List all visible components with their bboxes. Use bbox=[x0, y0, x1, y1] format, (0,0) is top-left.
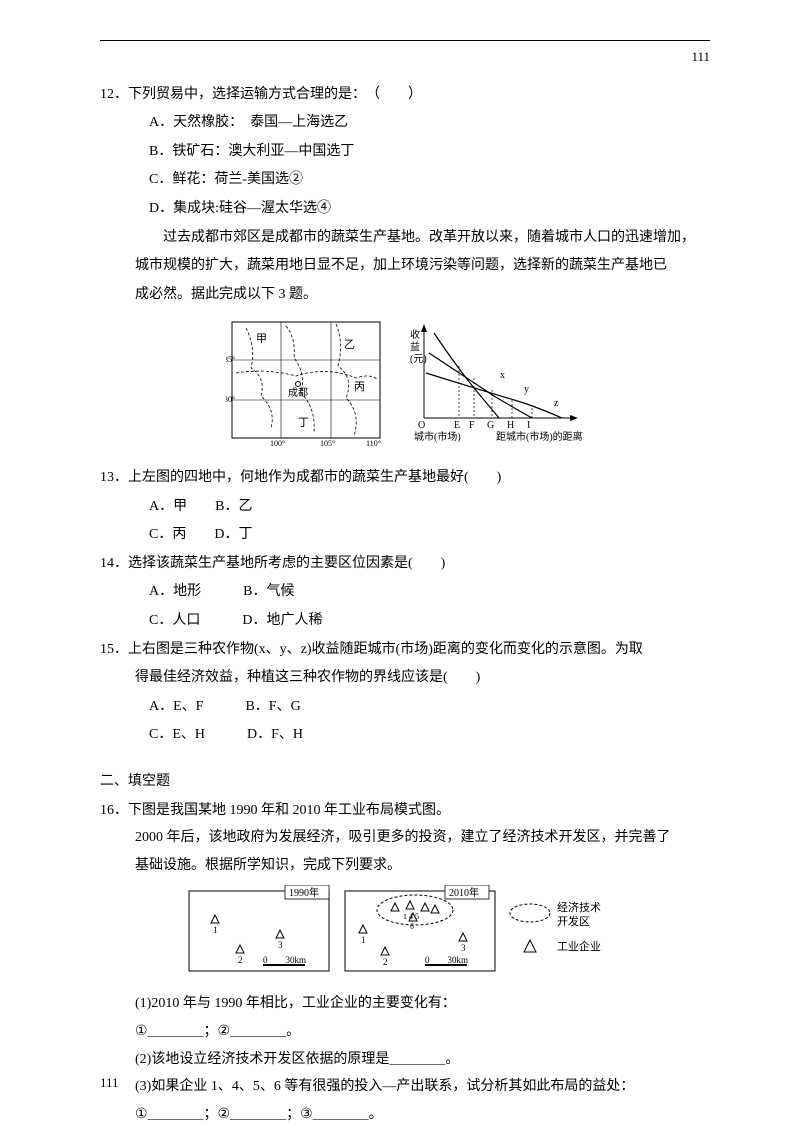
map-lat-35: 35° bbox=[226, 355, 235, 364]
map-mark-yi: 乙 bbox=[344, 338, 355, 351]
map-mark-ding: 丁 bbox=[298, 417, 309, 429]
q16-line3: 基础设施。根据所学知识，完成下列要求。 bbox=[100, 853, 710, 880]
tick-g: G bbox=[487, 420, 494, 431]
fig1990-m2: 2 bbox=[238, 955, 243, 965]
q16-sub2: (2)该地设立经济技术开发区依据的原理是＿＿＿＿。 bbox=[100, 1047, 710, 1074]
map-mark-jia: 甲 bbox=[256, 333, 267, 345]
q16-sub3: (3)如果企业 1、4、5、6 等有很强的投入—产出联系，试分析其如此布局的益处… bbox=[100, 1074, 710, 1101]
q16-line2: 2000 年后，该地政府为发展经济，吸引更多的投资，建立了经济技术开发区，并完善… bbox=[100, 825, 710, 852]
q15-opts-row1: A．E、F B．F、G bbox=[100, 694, 710, 721]
fig1990-m1: 1 bbox=[213, 925, 218, 935]
fig2010-m6: 6 bbox=[410, 922, 414, 931]
q13-stem: 13．上左图的四地中，何地作为成都市的蔬菜生产基地最好( ) bbox=[100, 465, 710, 492]
fig1990-m3: 3 bbox=[278, 940, 283, 950]
curve-z: z bbox=[554, 398, 559, 409]
q12-stem: 12．下列贸易中，选择运输方式合理的是： （ ） bbox=[100, 82, 710, 109]
map-lon-100: 100° bbox=[270, 439, 285, 446]
q15-stem-2: 得最佳经济效益，种植这三种农作物的界线应该是( ) bbox=[100, 665, 710, 692]
figure-row: 成都 甲 乙 丙 丁 35° 30° 100° 105° 110° bbox=[100, 318, 710, 457]
map-lon-110: 110° bbox=[366, 439, 381, 446]
q13-opts-row1: A．甲 B．乙 bbox=[100, 494, 710, 521]
chart-xlabel-right: 距城市(市场)的距离 bbox=[496, 430, 583, 443]
chart-ylabel-1: 收 bbox=[410, 328, 420, 341]
passage-line-3: 成必然。据此完成以下 3 题。 bbox=[100, 282, 710, 309]
legend-zone-2: 开发区 bbox=[557, 914, 590, 928]
fig2010-m1: 1 bbox=[361, 935, 366, 945]
q14-opts-row2: C．人口 D．地广人稀 bbox=[100, 608, 710, 635]
tick-e: E bbox=[454, 420, 460, 431]
curve-x: x bbox=[500, 370, 505, 381]
curve-y: y bbox=[524, 384, 529, 395]
chart-figure: 收 益 (元) x y z O E F bbox=[404, 318, 584, 457]
chart-ylabel-3: (元) bbox=[410, 354, 427, 365]
passage-line-1: 过去成都市郊区是成都市的蔬菜生产基地。改革开放以来，随着城市人口的迅速增加， bbox=[100, 225, 710, 252]
fig-2010-label: 2010年 bbox=[449, 886, 479, 899]
fig-1990-label: 1990年 bbox=[289, 886, 319, 899]
chart-origin: O bbox=[418, 420, 425, 431]
section-2-heading: 二、填空题 bbox=[100, 769, 710, 796]
passage-line-2: 城市规模的扩大，蔬菜用地日显不足，加上环境污染等问题，选择新的蔬菜生产基地已 bbox=[100, 253, 710, 280]
q12-opt-a: A．天然橡胶： 泰国—上海选乙 bbox=[100, 110, 710, 137]
fig2010-scale: 0 30km bbox=[425, 955, 468, 965]
fig1990-scale: 0 30km bbox=[263, 955, 306, 965]
map-lat-30: 30° bbox=[226, 395, 235, 404]
tick-h: H bbox=[507, 420, 514, 431]
q15-opts-row2: C．E、H D．F、H bbox=[100, 722, 710, 749]
page-number-top: 111 bbox=[100, 45, 710, 70]
legend-zone-1: 经济技术 bbox=[557, 900, 601, 914]
q16-figure: 1990年 1 2 3 0 30km 2010年 1 bbox=[100, 885, 710, 985]
q13-opts-row2: C．丙 D．丁 bbox=[100, 522, 710, 549]
q16-sub3b: ①＿＿＿＿；②＿＿＿＿；③＿＿＿＿。 bbox=[100, 1102, 710, 1129]
tick-f: F bbox=[469, 420, 475, 431]
q12-opt-c: C．鲜花：荷兰-美国选② bbox=[100, 167, 710, 194]
map-lon-105: 105° bbox=[320, 439, 335, 446]
q14-stem: 14．选择该蔬菜生产基地所考虑的主要区位因素是( ) bbox=[100, 551, 710, 578]
q16-stem: 16．下图是我国某地 1990 年和 2010 年工业布局模式图。 bbox=[100, 798, 710, 825]
fig2010-m2: 2 bbox=[383, 957, 388, 967]
chart-xlabel-left: 城市(市场) bbox=[414, 430, 461, 443]
map-figure: 成都 甲 乙 丙 丁 35° 30° 100° 105° 110° bbox=[226, 318, 386, 457]
map-label-chengdu: 成都 bbox=[288, 387, 308, 399]
q14-opts-row1: A．地形 B．气候 bbox=[100, 579, 710, 606]
q16-sub1: (1)2010 年与 1990 年相比，工业企业的主要变化有： bbox=[100, 991, 710, 1018]
q16-sub1b: ①＿＿＿＿；②＿＿＿＿。 bbox=[100, 1019, 710, 1046]
fig2010-m3: 3 bbox=[461, 943, 466, 953]
tick-i: I bbox=[527, 420, 530, 431]
chart-ylabel-2: 益 bbox=[410, 340, 420, 353]
page-number-bottom: 111 bbox=[100, 1071, 119, 1096]
legend-factory: 工业企业 bbox=[557, 939, 601, 953]
q12-opt-b: B．铁矿石：澳大利亚—中国选丁 bbox=[100, 139, 710, 166]
map-mark-bing: 丙 bbox=[354, 381, 365, 393]
q12-opt-d: D．集成块:硅谷—渥太华选④ bbox=[100, 196, 710, 223]
q15-stem-1: 15．上右图是三种农作物(x、y、z)收益随距城市(市场)距离的变化而变化的示意… bbox=[100, 637, 710, 664]
